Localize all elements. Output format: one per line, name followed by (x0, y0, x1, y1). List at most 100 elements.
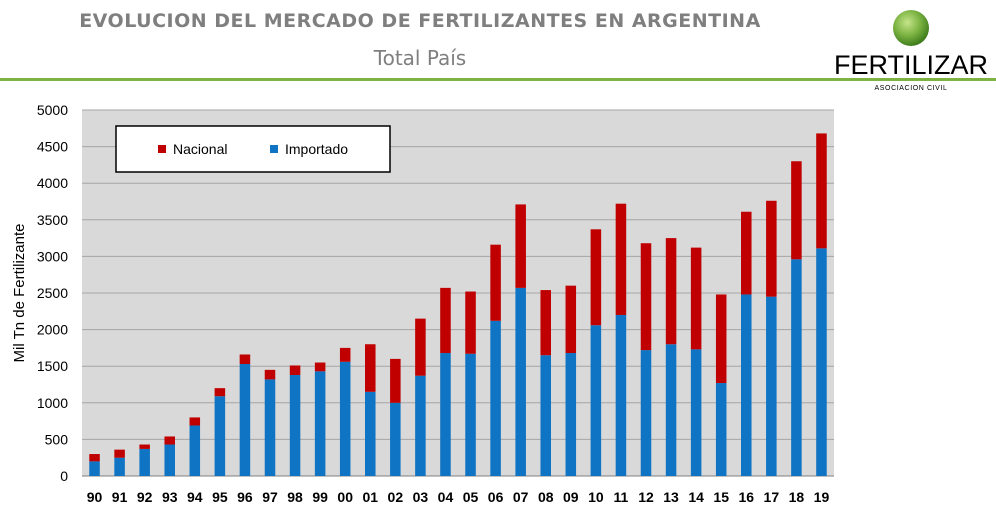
bar-nacional (214, 388, 226, 397)
bar-importado (690, 349, 702, 476)
bar-nacional (615, 203, 627, 315)
x-tick-label: 99 (312, 489, 328, 505)
bar-nacional (565, 285, 577, 354)
stacked-bar-chart: 0500100015002000250030003500400045005000… (11, 102, 834, 505)
bar-nacional (390, 358, 401, 403)
bar-nacional (540, 290, 551, 356)
x-tick-label: 92 (137, 489, 153, 505)
bar-nacional (289, 365, 301, 375)
bar-importado (791, 259, 802, 476)
x-tick-label: 96 (237, 489, 253, 505)
bar-nacional (715, 294, 727, 384)
bar-importado (214, 396, 226, 476)
x-tick-label: 09 (563, 489, 579, 505)
logo-name: FERTILIZAR (833, 50, 989, 80)
y-tick-label: 3000 (37, 248, 68, 264)
x-tick-label: 06 (488, 489, 504, 505)
legend-label: Nacional (173, 141, 227, 157)
bar-importado (590, 325, 602, 476)
x-tick-label: 11 (614, 489, 629, 505)
x-tick-label: 18 (789, 489, 805, 505)
x-tick-label: 19 (814, 489, 830, 505)
y-tick-label: 4500 (37, 139, 68, 155)
bar-nacional (189, 417, 201, 426)
bar-importado (365, 391, 376, 476)
bar-nacional (164, 436, 175, 445)
page-subtitle: Total País (373, 46, 467, 70)
x-tick-label: 91 (112, 489, 128, 505)
bar-nacional (114, 449, 125, 458)
legend-swatch (270, 145, 278, 153)
green-globe-icon (893, 10, 929, 46)
x-tick-label: 05 (463, 489, 479, 505)
y-tick-label: 5000 (37, 102, 68, 118)
y-tick-label: 500 (45, 431, 69, 447)
bar-nacional (665, 238, 677, 345)
bar-nacional (640, 243, 652, 351)
bar-nacional (490, 244, 501, 321)
bar-importado (239, 364, 251, 476)
bar-importado (164, 444, 175, 476)
legend-label: Importado (285, 141, 348, 157)
bar-importado (741, 294, 752, 476)
x-tick-label: 15 (713, 489, 729, 505)
bar-importado (715, 383, 727, 476)
x-tick-label: 00 (337, 489, 353, 505)
x-tick-label: 98 (287, 489, 303, 505)
legend-swatch (158, 145, 166, 153)
bar-importado (640, 350, 652, 476)
x-tick-label: 16 (738, 489, 754, 505)
bar-importado (189, 425, 201, 476)
logo-tagline: ASOCIACION CIVIL (874, 85, 948, 92)
bar-nacional (314, 362, 326, 372)
bar-nacional (365, 344, 376, 392)
page-title: EVOLUCION DEL MERCADO DE FERTILIZANTES E… (79, 10, 761, 32)
bar-importado (816, 248, 827, 476)
bar-importado (440, 353, 451, 476)
bar-nacional (465, 291, 476, 354)
bar-importado (665, 344, 677, 476)
bar-nacional (339, 347, 351, 362)
bar-importado (289, 374, 301, 476)
bar-importado (114, 457, 125, 476)
bar-nacional (741, 211, 752, 295)
y-tick-label: 4000 (37, 175, 68, 191)
bar-nacional (816, 133, 827, 249)
x-tick-label: 90 (87, 489, 103, 505)
bar-nacional (239, 354, 251, 365)
bar-nacional (440, 287, 451, 354)
bar-importado (264, 379, 276, 476)
bar-importado (766, 296, 777, 476)
x-tick-label: 08 (538, 489, 554, 505)
y-tick-label: 0 (60, 468, 68, 484)
x-tick-label: 03 (413, 489, 429, 505)
y-tick-label: 2500 (37, 285, 68, 301)
bar-importado (615, 314, 627, 476)
x-tick-label: 14 (688, 489, 704, 505)
bar-importado (390, 402, 401, 476)
bar-nacional (415, 318, 426, 376)
bar-importado (540, 355, 551, 476)
y-tick-label: 1500 (37, 358, 68, 374)
bar-nacional (89, 454, 100, 462)
bar-importado (339, 361, 351, 476)
x-tick-label: 04 (438, 489, 454, 505)
x-tick-label: 94 (187, 489, 203, 505)
bar-nacional (515, 204, 526, 288)
x-tick-label: 97 (262, 489, 278, 505)
x-tick-label: 13 (663, 489, 679, 505)
chart-area: 0 500 1000 1500 2000 2500 3000 3500 4000 4500 5000… (0, 96, 996, 516)
fertilizar-logo: FERTILIZAR ASOCIACION CIVIL (828, 8, 994, 98)
header-divider (0, 78, 996, 81)
x-tick-label: 01 (362, 489, 378, 505)
bar-importado (490, 320, 501, 476)
legend-box (115, 125, 391, 173)
x-tick-label: 17 (764, 489, 780, 505)
bar-importado (465, 353, 476, 476)
x-tick-label: 02 (388, 489, 404, 505)
y-axis-label: Mil Tn de Fertilizante (11, 224, 28, 363)
x-tick-label: 10 (588, 489, 604, 505)
bar-importado (139, 448, 150, 476)
bar-nacional (590, 229, 602, 326)
bar-nacional (766, 200, 777, 297)
